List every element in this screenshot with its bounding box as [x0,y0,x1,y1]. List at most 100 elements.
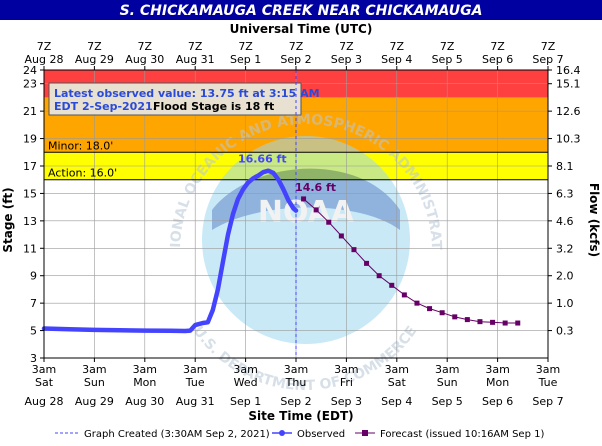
y2-tick-label-7: 3.2 [556,242,574,255]
legend-observed-label: Observed [297,429,345,440]
legend-observed-marker [279,430,285,436]
x-tick-date-0: Aug 28 [25,395,64,408]
x-tick-dow-6: Fri [340,376,353,389]
chart-title: S. CHICKAMAUGA CREEK NEAR CHICKAMAUGA [120,3,483,19]
series-group [41,168,521,334]
flood-stage-text: Flood Stage is 18 ft [153,100,274,113]
forecast-point-1 [313,207,319,213]
y2-tick-label-1: 15.1 [556,78,581,91]
x-tick-dow-7: Sat [388,376,407,389]
x-tick-dow-0: Sat [35,376,54,389]
y2-tick-label-6: 4.6 [556,215,574,228]
top-tick-hour-1: 7Z [87,40,102,53]
latest-observed-box: Latest observed value: 13.75 ft at 3:15 … [48,82,320,116]
top-tick-hour-10: 7Z [541,40,556,53]
x-tick-date-1: Aug 29 [75,395,114,408]
y-tick-label-10: 23 [23,78,37,91]
top-tick-date-6: Sep 3 [331,53,362,66]
threshold-label-0: Minor: 18.0' [48,139,113,152]
y-tick-label-1: 5 [30,325,37,338]
top-tick-hour-2: 7Z [138,40,153,53]
top-tick-date-1: Aug 29 [75,53,114,66]
x-tick-dow-2: Mon [133,376,156,389]
top-tick-date-10: Sep 7 [532,53,563,66]
y-tick-label-7: 17 [23,160,37,173]
x-tick-hour-2: 3am [133,363,157,376]
x-tick-date-9: Sep 6 [482,395,513,408]
x-tick-hour-5: 3am [284,363,308,376]
top-tick-date-0: Aug 28 [25,53,64,66]
threshold-labels: Minor: 18.0' Action: 16.0' [48,139,117,179]
top-tick-hour-8: 7Z [440,40,455,53]
x-tick-dow-8: Sun [437,376,458,389]
y2-axis-ticks: 16.415.1 12.6 10.3 8.1 6.3 4.6 3.2 2.0 1.0 0.3 [548,64,581,338]
y-tick-label-8: 19 [23,133,37,146]
legend-forecast-marker [362,430,368,436]
top-tick-hour-7: 7Z [390,40,405,53]
top-tick-hour-5: 7Z [289,40,304,53]
top-tick-date-3: Aug 31 [176,53,215,66]
watermark-noaa-letters: NOAA [258,195,355,230]
x-tick-hour-7: 3am [385,363,409,376]
x-tick-date-2: Aug 30 [125,395,164,408]
forecast-point-7 [389,282,395,288]
y-axis-title: Stage (ft) [1,187,15,252]
x-tick-dow-5: Thu [285,376,307,389]
forecast-point-11 [439,310,445,316]
top-tick-hour-3: 7Z [188,40,203,53]
y2-tick-label-3: 10.3 [556,133,581,146]
annotations: 16.66 ft 14.6 ft [238,153,336,194]
forecast-point-0 [301,196,307,202]
y-tick-label-6: 15 [23,187,37,200]
forecast-point-2 [326,219,332,225]
y-tick-label-4: 11 [23,242,37,255]
annotation-0: 16.66 ft [238,153,287,166]
x-tick-date-8: Sep 5 [432,395,463,408]
watermark-disc [202,136,410,344]
x-tick-date-3: Aug 31 [176,395,215,408]
y-tick-label-9: 21 [23,105,37,118]
y2-tick-label-10: 0.3 [556,325,574,338]
x-tick-dow-4: Wed [234,376,258,389]
forecast-point-13 [464,317,470,323]
legend: Graph Created (3:30AM Sep 2, 2021) Obser… [55,429,544,440]
y2-axis-title: Flow (kcfs) [587,183,601,257]
x-tick-hour-4: 3am [233,363,257,376]
top-tick-date-8: Sep 5 [432,53,463,66]
forecast-point-4 [351,247,357,253]
y-tick-label-11: 24 [23,64,37,77]
top-tick-date-9: Sep 6 [482,53,513,66]
top-tick-hour-6: 7Z [339,40,354,53]
x-tick-date-4: Sep 1 [230,395,261,408]
annotation-1: 14.6 ft [295,181,336,194]
x-tick-hour-6: 3am [334,363,358,376]
top-tick-hour-9: 7Z [490,40,505,53]
x-axis-title: Site Time (EDT) [248,409,353,423]
latest-observed-box-bg [48,82,302,116]
x-tick-hour-8: 3am [435,363,459,376]
x-tick-dow-9: Mon [486,376,509,389]
forecast-point-3 [338,233,344,239]
threshold-label-1: Action: 16.0' [48,167,117,180]
y-tick-label-0: 3 [30,352,37,365]
latest-observed-line2: EDT 2-Sep-2021. [54,100,157,113]
forecast-point-10 [427,306,433,312]
y-tick-label-2: 7 [30,297,37,310]
top-axis-title: Universal Time (UTC) [230,22,373,36]
x-tick-dow-3: Tue [185,376,205,389]
top-tick-date-7: Sep 4 [381,53,412,66]
forecast-point-15 [490,319,496,325]
x-tick-hour-10: 3am [536,363,560,376]
x-tick-hour-9: 3am [485,363,509,376]
series-observed-line [41,168,299,334]
x-tick-date-10: Sep 7 [532,395,563,408]
x-tick-dow-10: Tue [538,376,558,389]
x-tick-dow-1: Sun [84,376,105,389]
top-tick-date-2: Aug 30 [125,53,164,66]
forecast-point-12 [452,314,458,320]
forecast-point-6 [376,273,382,279]
x-tick-date-5: Sep 2 [280,395,311,408]
x-tick-hour-3: 3am [183,363,207,376]
